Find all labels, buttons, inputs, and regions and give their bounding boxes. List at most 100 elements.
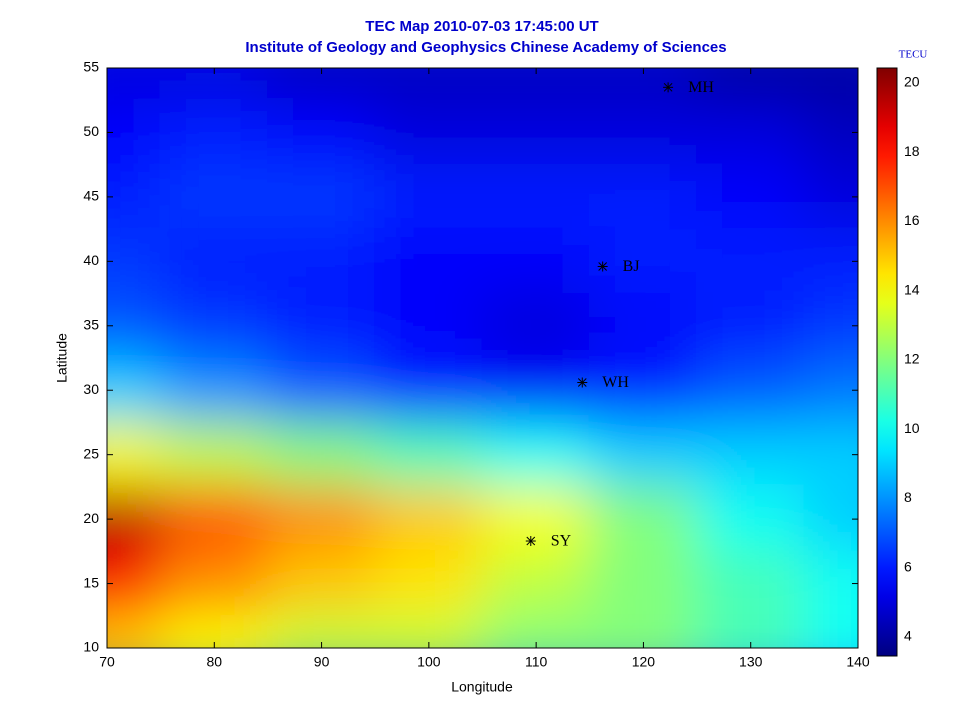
station-label: MH [688,79,714,96]
cell [266,292,377,359]
cell [374,421,484,488]
cell [696,357,806,424]
cell [481,163,591,231]
cell [159,292,269,359]
station-label: WH [602,374,629,391]
y-tick-label: 50 [83,123,99,139]
plot-frame [106,67,859,649]
station-star [598,262,608,271]
x-tick-label: 110 [525,654,548,670]
cell [107,99,162,166]
cell [107,292,162,359]
station-star [526,536,536,546]
cell [374,292,484,359]
station-star [663,82,673,92]
cell [481,292,591,359]
cell [696,163,806,231]
cell [266,421,377,488]
cell [159,228,269,295]
colorbar-label: TECU [899,49,928,61]
cell [481,357,591,424]
y-tick-label: 35 [83,316,99,332]
x-tick-label: 120 [632,654,656,670]
station-label: BJ [623,258,640,275]
x-tick-label: 70 [99,654,115,670]
cell [107,485,162,553]
cell [107,357,162,424]
field [107,68,858,648]
cell [588,292,699,359]
cell [107,228,162,295]
colorbar-tick-label: 14 [904,281,920,297]
cell [159,163,269,231]
station-label: SY [551,533,572,550]
cell [266,163,377,231]
cells [107,68,858,648]
cell [696,485,806,553]
cell [107,68,162,102]
y-tick-label: 15 [83,574,99,590]
cell [588,228,699,295]
cell [266,485,377,553]
y-tick-label: 25 [83,445,99,461]
y-tick-label: 40 [83,252,99,268]
cell [481,99,591,166]
cell [374,163,484,231]
cell [266,99,377,166]
cell [159,421,269,488]
y-tick-label: 20 [83,510,99,526]
cell [696,421,806,488]
y-tick-label: 45 [83,188,99,204]
cell [481,550,591,617]
station-marker [663,82,674,93]
cell [588,421,699,488]
x-tick-label: 80 [206,654,222,670]
cell [159,99,269,166]
chart-subtitle: Institute of Geology and Geophysics Chin… [245,39,726,56]
cell [481,228,591,295]
cell [803,550,858,617]
cell [159,357,269,424]
x-axis-label: Longitude [451,679,513,695]
cell [374,357,484,424]
cell [588,357,699,424]
cell [696,228,806,295]
cell [481,485,591,553]
colorbar-tick-label: 10 [904,420,920,436]
colorbar-tick-label: 4 [904,628,912,644]
cell [803,99,858,166]
cell [266,357,377,424]
cell [803,68,858,102]
station-marker [577,377,588,388]
cell [266,228,377,295]
y-tick-label: 10 [83,639,99,655]
cell [803,228,858,295]
x-tick-label: 140 [846,654,870,670]
x-tick-label: 100 [417,654,441,670]
x-tick-label: 90 [314,654,330,670]
colorbar-tick-label: 18 [904,143,920,159]
cell [803,357,858,424]
chart-title: TEC Map 2010-07-03 17:45:00 UT [365,18,598,35]
y-tick-label: 55 [83,59,99,75]
cell [696,292,806,359]
cell [481,421,591,488]
cell [374,228,484,295]
cell [696,550,806,617]
cell [588,485,699,553]
cell [803,292,858,359]
cell [107,614,162,648]
cell [374,485,484,553]
cell [696,99,806,166]
cell [588,99,699,166]
cell [803,614,858,648]
x-tick-label: 130 [739,654,763,670]
colorbar-tick-label: 6 [904,558,912,574]
cell [588,550,699,617]
y-axis-label: Latitude [54,333,70,383]
cell [107,163,162,231]
cell [803,421,858,488]
colorbar-tick-label: 20 [904,74,920,90]
station-star [577,378,587,387]
